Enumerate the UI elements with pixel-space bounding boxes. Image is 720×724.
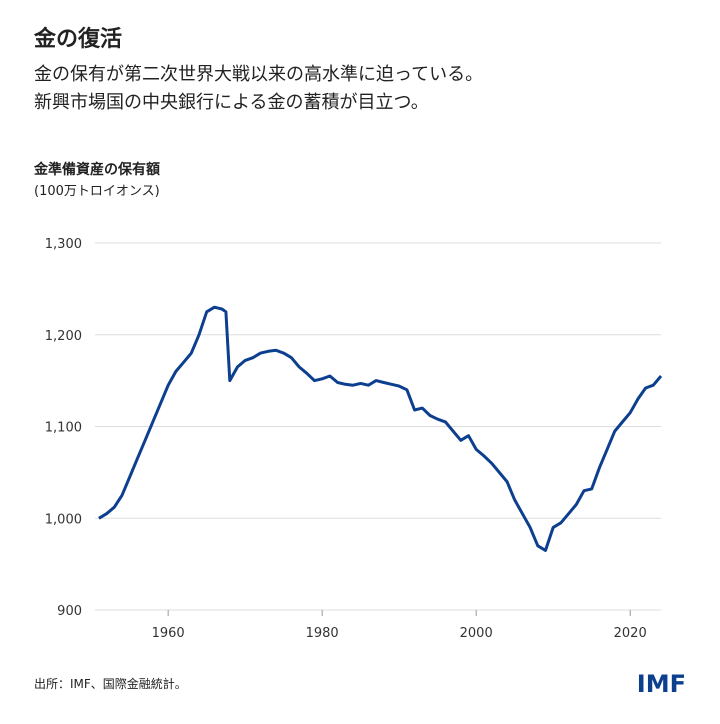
- x-tick-label: 1980: [306, 626, 339, 641]
- subtitle: 金の保有が第二次世界大戦以来の高水準に迫っている。: [34, 64, 483, 85]
- x-tick-label: 2000: [460, 626, 493, 641]
- y-tick-label: 1,300: [45, 237, 82, 252]
- y-axis-unit: (100万トロイオンス): [34, 184, 160, 199]
- logo: IMF: [637, 670, 686, 698]
- y-tick-label: 1,100: [45, 421, 82, 436]
- data-line: [98, 305, 663, 552]
- chart-title: 金の復活: [33, 26, 122, 52]
- source: 出所：IMF、国際金融統計。: [34, 676, 187, 691]
- x-tick-label: 1960: [152, 626, 185, 641]
- y-tick-label: 1,000: [45, 512, 82, 527]
- y-axis-label: 金準備資産の保有額: [33, 161, 160, 178]
- y-tick-label: 1,200: [45, 329, 82, 344]
- subtitle: 新興市場国の中央銀行による金の蓄積が目立つ。: [34, 92, 429, 113]
- x-tick-label: 2020: [614, 626, 647, 641]
- y-tick-label: 900: [57, 604, 82, 619]
